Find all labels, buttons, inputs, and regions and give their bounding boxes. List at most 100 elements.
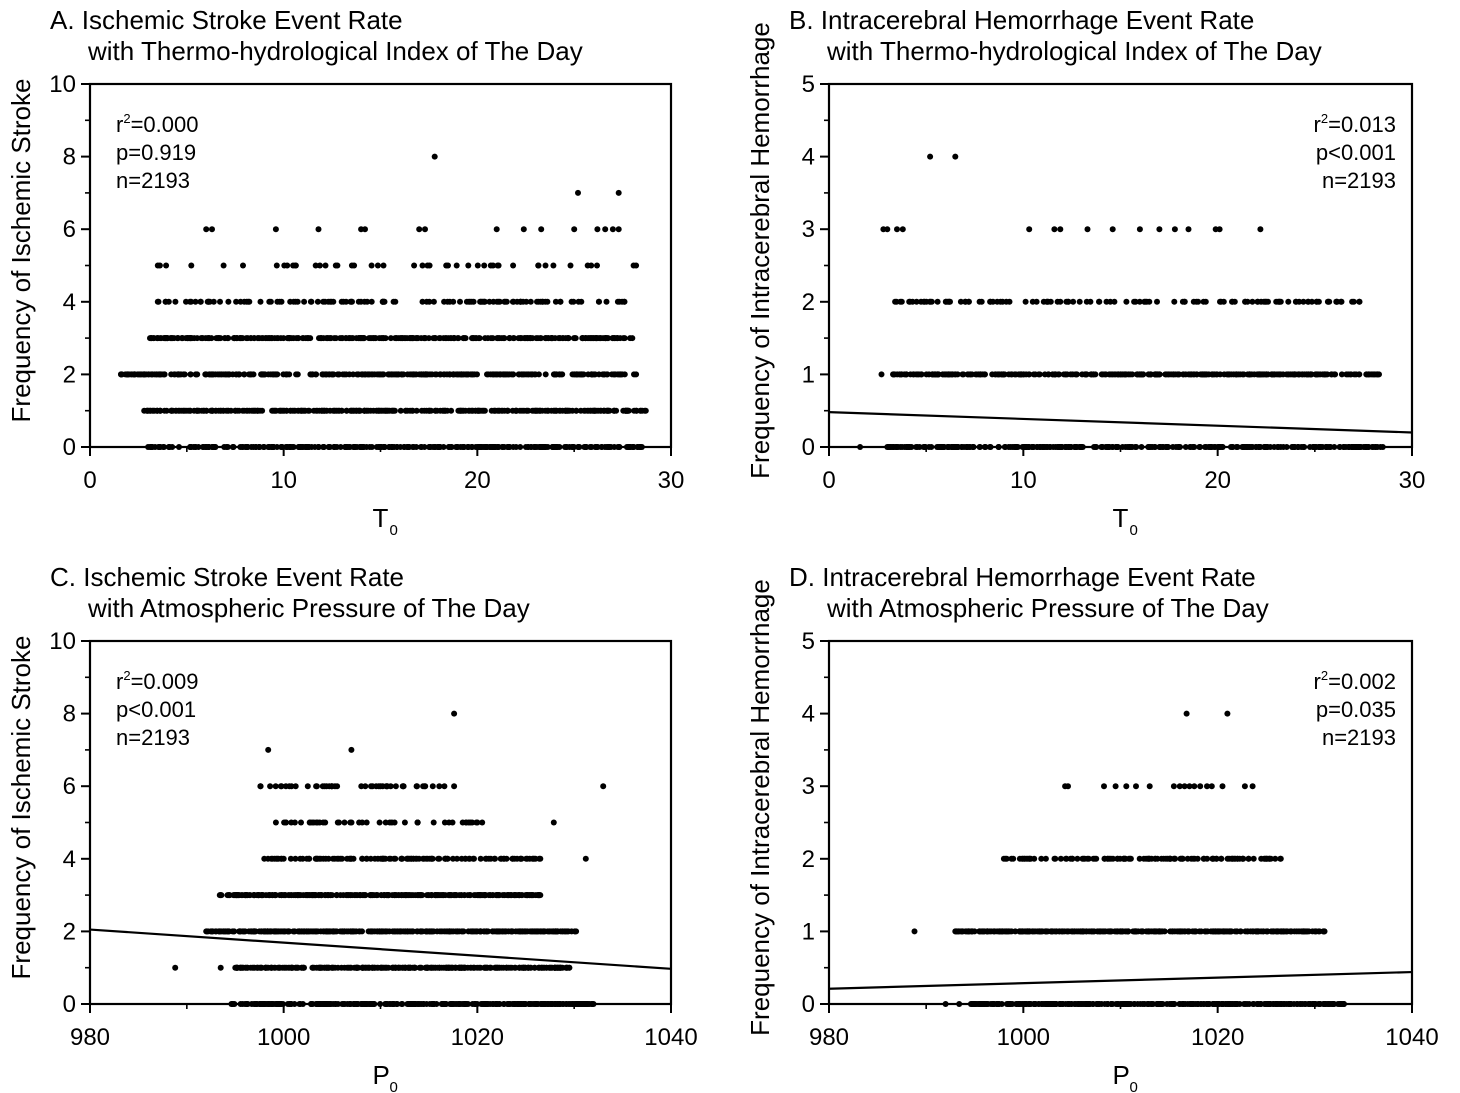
data-point (1102, 371, 1109, 378)
data-point (527, 298, 534, 305)
data-point (1248, 444, 1255, 450)
data-point (907, 371, 914, 378)
data-point (345, 335, 352, 342)
data-point (1266, 855, 1273, 862)
data-point (1326, 1001, 1333, 1007)
data-point (571, 226, 578, 233)
data-point (914, 444, 921, 450)
data-point (409, 335, 415, 342)
data-point (501, 335, 508, 342)
data-point (985, 1001, 992, 1007)
data-point (1093, 1001, 1100, 1007)
data-point (594, 226, 601, 233)
data-point (440, 407, 447, 414)
data-point (261, 444, 267, 450)
data-point (273, 262, 280, 269)
data-point (995, 444, 1002, 450)
data-point (457, 298, 463, 305)
data-point (458, 855, 465, 862)
data-point (176, 444, 182, 450)
data-point (187, 371, 194, 378)
data-point (1152, 444, 1159, 450)
data-point (559, 928, 566, 935)
data-point (269, 444, 276, 450)
data-point (380, 335, 387, 342)
data-point (203, 226, 210, 233)
data-point (1038, 855, 1045, 862)
data-point (286, 335, 293, 342)
data-point (1016, 1001, 1023, 1007)
data-point (414, 928, 420, 935)
data-point (884, 226, 891, 233)
data-point (1098, 444, 1105, 450)
data-point (1074, 1001, 1081, 1007)
data-point (436, 964, 443, 971)
data-point (407, 964, 414, 971)
stat-line: n=2193 (1322, 168, 1396, 193)
data-point (292, 964, 299, 971)
data-point (522, 444, 529, 450)
data-point (345, 444, 352, 450)
data-point (1338, 371, 1345, 378)
data-point (174, 335, 181, 342)
data-point (531, 964, 538, 971)
data-point (334, 819, 341, 826)
data-point (251, 1001, 257, 1007)
data-point (956, 1001, 963, 1007)
data-point (283, 819, 290, 826)
data-point (420, 855, 426, 862)
data-point (1283, 928, 1290, 935)
data-point (209, 407, 216, 414)
data-point (147, 407, 154, 414)
data-point (306, 819, 313, 826)
data-point (1121, 1001, 1128, 1007)
data-point (312, 262, 319, 269)
data-point (572, 928, 579, 935)
data-point (333, 335, 339, 342)
data-point (237, 298, 244, 305)
data-point (1107, 928, 1114, 935)
data-point (1198, 928, 1205, 935)
data-point (1021, 444, 1028, 450)
panel-title: C. Ischemic Stroke Event Rate (50, 562, 404, 592)
data-point (242, 964, 249, 971)
data-point (1233, 371, 1240, 378)
data-point (400, 928, 407, 935)
data-point (1377, 444, 1384, 450)
data-point (364, 371, 371, 378)
data-point (453, 262, 460, 269)
data-point (989, 1001, 996, 1007)
data-point (188, 335, 195, 342)
data-point (1209, 855, 1216, 862)
data-point (460, 444, 467, 450)
data-point (368, 444, 375, 450)
data-point (473, 335, 480, 342)
panel-title: B. Intracerebral Hemorrhage Event Rate (789, 5, 1254, 35)
data-point (348, 928, 354, 935)
data-point (348, 407, 355, 414)
data-point (413, 855, 420, 862)
y-tick-label: 1 (802, 918, 815, 945)
data-point (1262, 855, 1268, 862)
data-point (922, 444, 928, 450)
data-point (454, 928, 461, 935)
data-point (393, 1001, 400, 1007)
data-point (428, 928, 435, 935)
data-point (1345, 444, 1352, 450)
data-point (1098, 371, 1105, 378)
data-point (513, 892, 520, 899)
data-point (1042, 855, 1049, 862)
data-point (488, 407, 495, 414)
data-point (484, 964, 491, 971)
data-point (517, 298, 524, 305)
data-point (508, 928, 515, 935)
data-point (1300, 298, 1307, 305)
data-point (195, 444, 202, 450)
data-point (445, 262, 451, 269)
y-tick-label: 2 (63, 361, 76, 388)
data-point (515, 335, 522, 342)
data-point (1001, 928, 1008, 935)
data-point (1196, 444, 1203, 450)
data-point (533, 407, 539, 414)
data-point (579, 335, 586, 342)
